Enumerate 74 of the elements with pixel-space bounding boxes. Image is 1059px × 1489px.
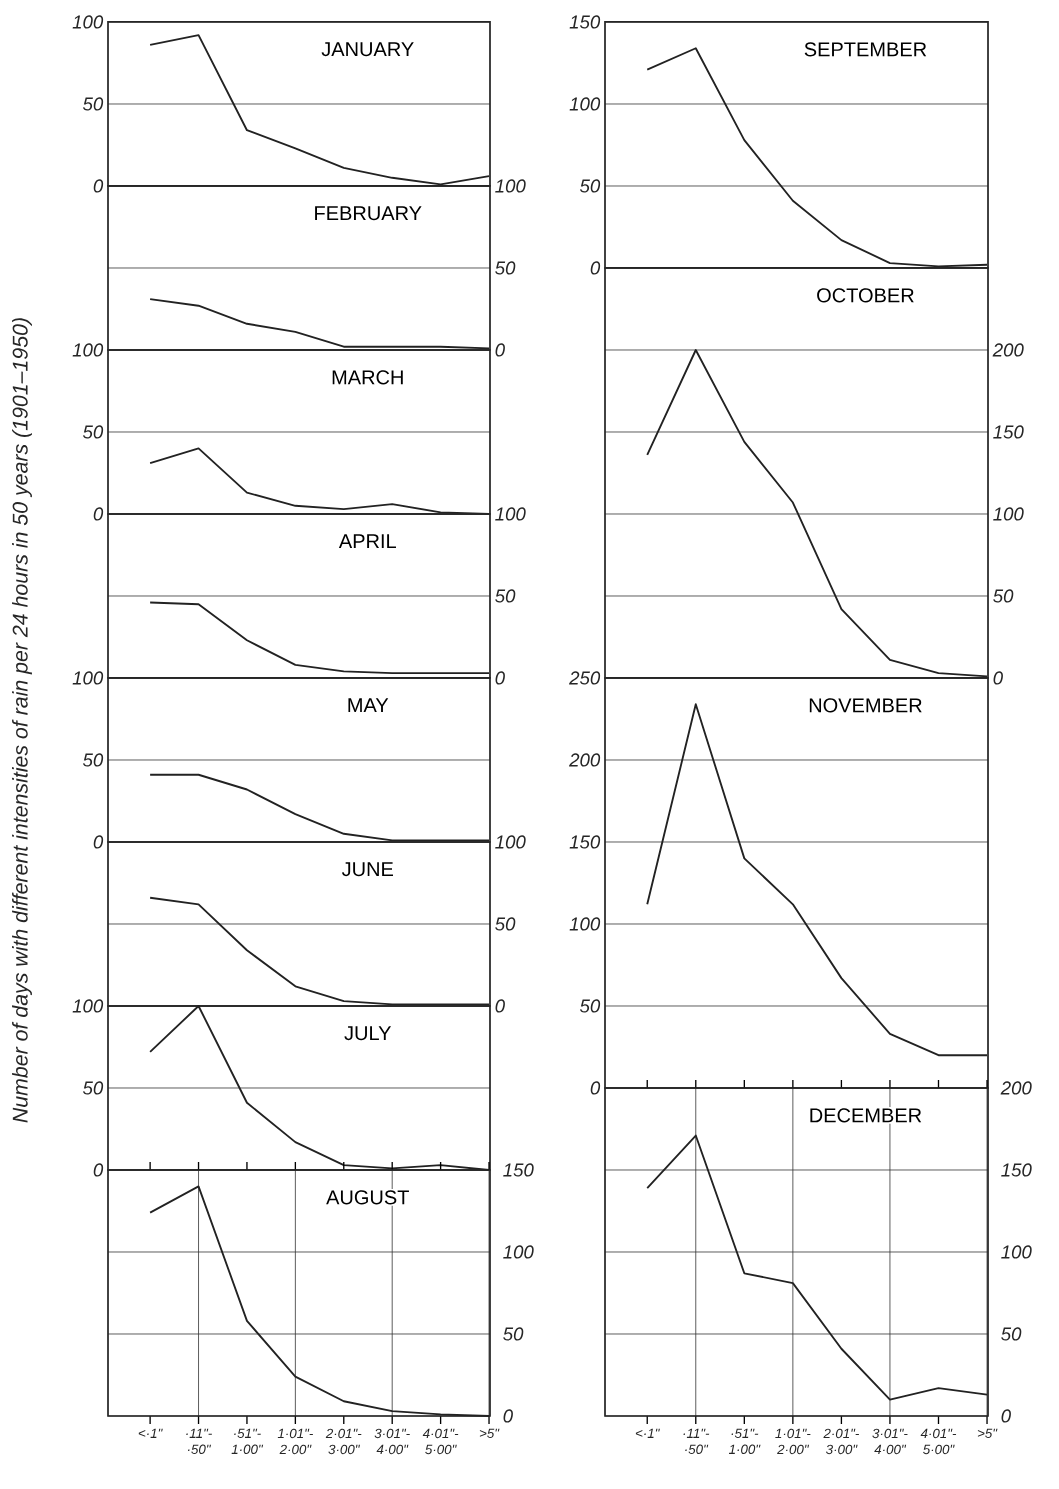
y-tick-label: 50	[993, 589, 1014, 603]
text: FEBRUARY	[315, 206, 422, 221]
x-tick-label: >5"	[479, 1428, 500, 1438]
y-tick-label: 150	[569, 15, 601, 29]
x-tick-label: 2·01"- 3·00"	[823, 1428, 860, 1455]
y-tick-label: 50	[503, 1327, 524, 1341]
x-tick-label: <·1"	[635, 1428, 660, 1438]
y-tick-label: 100	[495, 835, 526, 849]
y-tick-label: 0	[590, 1081, 601, 1095]
x-tick-label: ·51"- 1·00"	[231, 1428, 264, 1454]
y-tick-label: 0	[1001, 1409, 1011, 1423]
x-tick-label: >5"	[977, 1428, 998, 1438]
y-tick-label: 100	[72, 343, 104, 357]
y-tick-label: 0	[93, 1163, 104, 1177]
y-tick-label: 50	[82, 425, 104, 439]
text: NOVEMBER	[809, 698, 922, 713]
y-tick-label: 150	[503, 1163, 534, 1177]
y-tick-label: 200	[1000, 1081, 1032, 1095]
text: AUGUST	[326, 1190, 409, 1205]
y-tick-label: 50	[1001, 1327, 1022, 1341]
y-tick-label: 50	[579, 179, 601, 193]
y-tick-label: 50	[495, 261, 516, 275]
y-tick-label: 100	[1001, 1245, 1032, 1259]
x-tick-label: ·11"- ·50"	[186, 1428, 212, 1454]
y-tick-label: 0	[495, 343, 505, 357]
y-tick-label: 100	[569, 97, 601, 111]
y-tick-label: 100	[495, 507, 526, 521]
y-tick-label: 0	[503, 1409, 513, 1423]
y-tick-label: 0	[93, 835, 104, 849]
y-tick-label: 0	[93, 507, 104, 521]
text: DECEMBER	[810, 1108, 922, 1123]
y-tick-label: 100	[569, 917, 601, 931]
y-tick-label: 0	[495, 999, 505, 1013]
x-tick-label: ·11"- ·50"	[683, 1428, 710, 1454]
y-tick-label: 100	[503, 1245, 534, 1259]
y-tick-label: 100	[72, 15, 104, 29]
y-tick-label: 0	[590, 261, 601, 275]
x-tick-label: 3·01"- 4·00"	[872, 1428, 908, 1455]
y-tick-label: 100	[72, 999, 104, 1013]
y-tick-label: 100	[72, 671, 104, 685]
y-tick-label: 50	[82, 753, 104, 767]
text: OCTOBER	[817, 288, 914, 303]
y-tick-label: 0	[993, 671, 1003, 685]
x-tick-label: 1·01"- 2·00"	[277, 1428, 313, 1455]
text: SEPTEMBER	[804, 42, 927, 57]
y-tick-label: 150	[1001, 1163, 1032, 1177]
text: Number of days with different intensities of rain per 24 hours in 50 years (1901–1950)	[12, 318, 32, 1123]
x-tick-label: <·1"	[138, 1428, 163, 1438]
y-tick-label: 150	[993, 425, 1024, 439]
y-tick-label: 50	[82, 97, 104, 111]
y-tick-label: 100	[993, 507, 1024, 521]
x-tick-label: 4·01"- 5·00"	[422, 1428, 459, 1455]
text: JANUARY	[321, 42, 414, 57]
text: MARCH	[332, 370, 403, 385]
text: JULY	[344, 1026, 392, 1041]
x-tick-label: 1·01"- 2·00"	[775, 1428, 811, 1455]
x-tick-label: 2·01"- 3·00"	[325, 1428, 362, 1455]
y-tick-label: 100	[495, 179, 526, 193]
text: MAY	[348, 698, 389, 713]
y-tick-label: 50	[82, 1081, 104, 1095]
y-tick-label: 150	[569, 835, 601, 849]
x-tick-label: ·51"- 1·00"	[728, 1428, 761, 1454]
text: APRIL	[338, 534, 396, 549]
y-tick-label: 50	[495, 917, 516, 931]
y-tick-label: 50	[495, 589, 516, 603]
x-tick-label: 3·01"- 4·00"	[374, 1428, 410, 1455]
y-tick-label: 250	[569, 671, 601, 685]
y-tick-label: 200	[992, 343, 1024, 357]
y-tick-label: 50	[579, 999, 601, 1013]
y-tick-label: 0	[93, 179, 104, 193]
x-tick-label: 4·01"- 5·00"	[920, 1428, 957, 1455]
text: JUNE	[341, 862, 394, 877]
y-tick-label: 0	[495, 671, 505, 685]
y-tick-label: 200	[569, 753, 601, 767]
